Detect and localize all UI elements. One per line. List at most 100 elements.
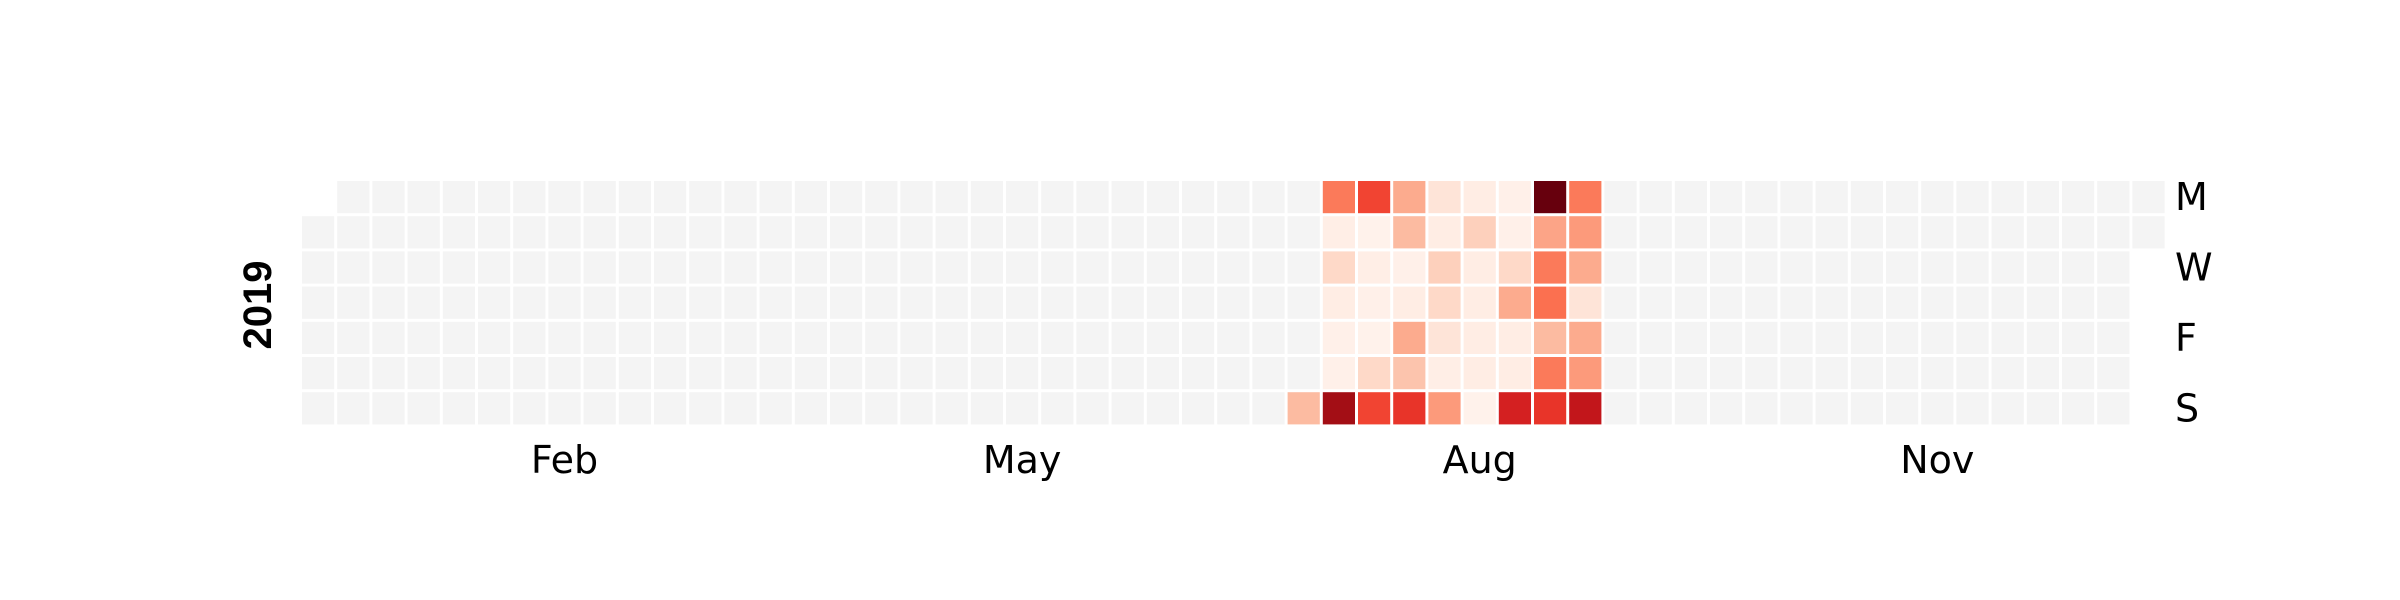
- heatmap-cell: [830, 286, 863, 319]
- heatmap-cell: [1217, 392, 1250, 425]
- weekday-label: W: [2175, 246, 2213, 290]
- heatmap-cell: [794, 251, 827, 284]
- heatmap-cell: [794, 286, 827, 319]
- heatmap-cell: [2026, 392, 2059, 425]
- heatmap-cell: [513, 251, 546, 284]
- heatmap-cell: [337, 286, 370, 319]
- heatmap-cell: [1041, 286, 1074, 319]
- heatmap-cell: [1463, 216, 1496, 249]
- heatmap-cell: [442, 216, 475, 249]
- heatmap-cell: [1111, 392, 1144, 425]
- heatmap-cell: [1780, 286, 1813, 319]
- heatmap-cell: [2097, 286, 2130, 319]
- heatmap-cell: [1780, 181, 1813, 214]
- heatmap-cell: [1217, 251, 1250, 284]
- heatmap-cell: [1358, 321, 1391, 354]
- heatmap-cell: [865, 321, 898, 354]
- heatmap-cell: [1534, 181, 1567, 214]
- heatmap-cell: [513, 286, 546, 319]
- heatmap-cell: [2062, 357, 2095, 390]
- heatmap-cell: [794, 392, 827, 425]
- heatmap-cell: [1498, 251, 1531, 284]
- heatmap-cell: [1639, 286, 1672, 319]
- heatmap-cell: [513, 216, 546, 249]
- heatmap-cell: [900, 251, 933, 284]
- heatmap-cell: [724, 181, 757, 214]
- heatmap-cell: [1674, 181, 1707, 214]
- heatmap-cell: [618, 216, 651, 249]
- heatmap-cell: [1322, 181, 1355, 214]
- heatmap-cell: [1041, 251, 1074, 284]
- heatmap-cell: [689, 286, 722, 319]
- heatmap-cell: [1358, 216, 1391, 249]
- month-label: May: [983, 438, 1062, 482]
- heatmap-cell: [900, 181, 933, 214]
- heatmap-cell: [689, 181, 722, 214]
- heatmap-cell: [337, 181, 370, 214]
- heatmap-cell: [1111, 286, 1144, 319]
- heatmap-cell: [1252, 216, 1285, 249]
- heatmap-cell: [548, 321, 581, 354]
- heatmap-cell: [548, 286, 581, 319]
- heatmap-cell: [900, 392, 933, 425]
- heatmap-cell: [407, 357, 440, 390]
- heatmap-cell: [1358, 181, 1391, 214]
- heatmap-cell: [583, 321, 616, 354]
- month-label: Aug: [1443, 438, 1517, 482]
- weekday-label: F: [2175, 316, 2197, 360]
- heatmap-cell: [1710, 321, 1743, 354]
- heatmap-cell: [900, 357, 933, 390]
- heatmap-cell: [1182, 392, 1215, 425]
- heatmap-cell: [1111, 181, 1144, 214]
- heatmap-cell: [1921, 286, 1954, 319]
- heatmap-cell: [1850, 286, 1883, 319]
- heatmap-cell: [1252, 181, 1285, 214]
- heatmap-cell: [1146, 251, 1179, 284]
- heatmap-cell: [1745, 216, 1778, 249]
- heatmap-cell: [1710, 216, 1743, 249]
- heatmap-cell: [1217, 181, 1250, 214]
- heatmap-cell: [1534, 286, 1567, 319]
- heatmap-cell: [1076, 286, 1109, 319]
- heatmap-cell: [1886, 216, 1919, 249]
- heatmap-cell: [1604, 392, 1637, 425]
- heatmap-cell: [618, 357, 651, 390]
- heatmap-cell: [970, 216, 1003, 249]
- heatmap-cell: [1428, 321, 1461, 354]
- heatmap-cell: [302, 286, 335, 319]
- heatmap-cell: [1393, 321, 1426, 354]
- heatmap-cell: [2097, 321, 2130, 354]
- heatmap-cell: [548, 251, 581, 284]
- heatmap-cell: [1287, 321, 1320, 354]
- heatmap-cell: [1534, 357, 1567, 390]
- heatmap-cell: [2062, 286, 2095, 319]
- heatmap-cell: [302, 321, 335, 354]
- heatmap-cell: [618, 251, 651, 284]
- heatmap-cell: [654, 357, 687, 390]
- heatmap-cell: [1745, 181, 1778, 214]
- heatmap-cell: [1006, 357, 1039, 390]
- heatmap-cell: [1076, 392, 1109, 425]
- heatmap-cell: [1991, 321, 2024, 354]
- heatmap-cell: [654, 251, 687, 284]
- heatmap-cell: [1006, 216, 1039, 249]
- heatmap-cell: [689, 216, 722, 249]
- heatmap-cell: [689, 251, 722, 284]
- heatmap-cell: [724, 321, 757, 354]
- heatmap-cell: [478, 392, 511, 425]
- heatmap-cell: [1850, 392, 1883, 425]
- heatmap-cell: [1041, 321, 1074, 354]
- heatmap-cell: [372, 251, 405, 284]
- heatmap-cell: [513, 357, 546, 390]
- heatmap-cell: [1815, 392, 1848, 425]
- heatmap-cell: [1745, 251, 1778, 284]
- heatmap-cell: [302, 392, 335, 425]
- heatmap-cell: [1076, 251, 1109, 284]
- heatmap-cell: [1322, 392, 1355, 425]
- heatmap-cell: [1428, 181, 1461, 214]
- heatmap-cell: [372, 216, 405, 249]
- heatmap-cell: [724, 392, 757, 425]
- heatmap-cell: [1604, 181, 1637, 214]
- heatmap-cell: [2062, 251, 2095, 284]
- heatmap-cell: [1991, 357, 2024, 390]
